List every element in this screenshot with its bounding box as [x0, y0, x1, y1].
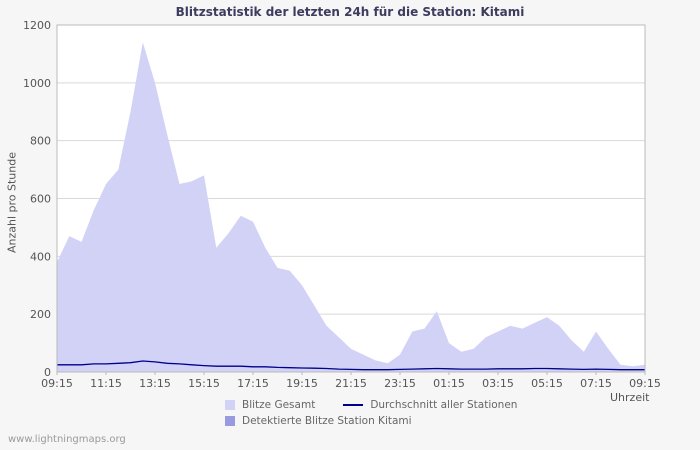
x-tick-label: 11:15	[90, 377, 122, 390]
x-tick-label: 15:15	[188, 377, 220, 390]
legend-item-detektierte: Detektierte Blitze Station Kitami	[225, 415, 412, 427]
legend-item-durchschnitt: Durchschnitt aller Stationen	[343, 399, 517, 411]
series-line-durchschnitt-aller-stationen	[57, 360, 645, 371]
legend-label-detektierte: Detektierte Blitze Station Kitami	[242, 415, 412, 427]
y-tick-label: 200	[30, 308, 51, 321]
legend-row-1: Blitze Gesamt Durchschnitt aller Station…	[225, 397, 645, 413]
x-tick-label: 05:15	[531, 377, 563, 390]
legend-swatch-durchschnitt	[343, 404, 364, 406]
x-axis-label: Uhrzeit	[610, 391, 650, 404]
watermark-text: www.lightningmaps.org	[8, 434, 126, 445]
x-tick-label: 09:15	[629, 377, 661, 390]
chart-title: Blitzstatistik der letzten 24h für die S…	[175, 5, 525, 19]
y-tick-label: 1200	[23, 19, 51, 32]
x-tick-label: 09:15	[41, 377, 73, 390]
legend-item-blitze-gesamt: Blitze Gesamt	[225, 399, 315, 411]
legend-row-2: Detektierte Blitze Station Kitami	[225, 413, 645, 429]
y-tick-label: 0	[44, 366, 51, 379]
x-tick-label: 07:15	[580, 377, 612, 390]
x-tick-label: 23:15	[384, 377, 416, 390]
y-tick-label: 800	[30, 135, 51, 148]
y-tick-label: 400	[30, 250, 51, 263]
x-tick-label: 01:15	[433, 377, 465, 390]
series-area-blitze-gesamt	[57, 42, 645, 373]
x-tick-label: 19:15	[286, 377, 318, 390]
legend-swatch-detektierte	[225, 416, 235, 426]
legend-label-durchschnitt: Durchschnitt aller Stationen	[370, 399, 518, 411]
y-tick-label: 1000	[23, 77, 51, 90]
x-tick-label: 17:15	[237, 377, 269, 390]
y-tick-label: 600	[30, 193, 51, 206]
x-tick-label: 13:15	[139, 377, 171, 390]
legend-swatch-blitze-gesamt	[225, 400, 235, 410]
legend-label-blitze-gesamt: Blitze Gesamt	[242, 399, 316, 411]
legend: Blitze Gesamt Durchschnitt aller Station…	[225, 397, 645, 429]
x-tick-label: 03:15	[482, 377, 514, 390]
x-tick-label: 21:15	[335, 377, 367, 390]
